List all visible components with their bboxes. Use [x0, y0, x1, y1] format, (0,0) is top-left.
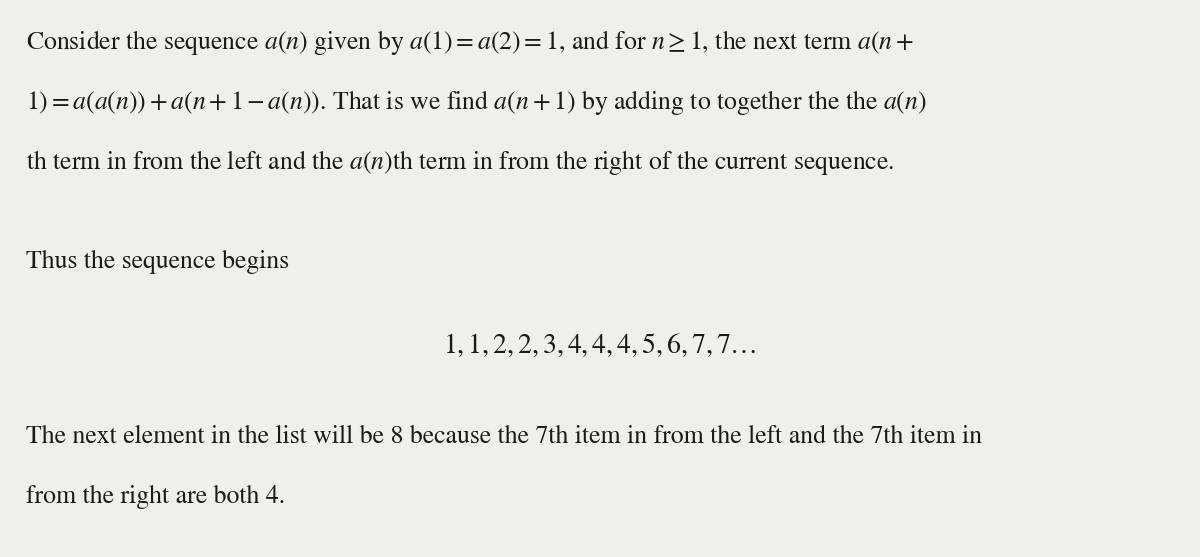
Text: $1) = a(a(n)) + a(n+1-a(n))$. That is we find $a(n + 1)$ by adding to together t: $1) = a(a(n)) + a(n+1-a(n))$. That is we… [26, 88, 928, 117]
Text: Consider the sequence $a(n)$ given by $a(1) = a(2) = 1$, and for $n \geq 1$, the: Consider the sequence $a(n)$ given by $a… [26, 28, 914, 57]
Text: th term in from the left and the $a(n)$th term in from the right of the current : th term in from the left and the $a(n)$t… [26, 148, 895, 177]
Text: from the right are both 4.: from the right are both 4. [26, 485, 286, 509]
Text: $1, 1, 2, 2, 3, 4, 4, 4, 5, 6, 7, 7\ldots$: $1, 1, 2, 2, 3, 4, 4, 4, 5, 6, 7, 7\ldot… [443, 331, 757, 359]
Text: Thus the sequence begins: Thus the sequence begins [26, 251, 289, 275]
Text: The next element in the list will be 8 because the 7th item in from the left and: The next element in the list will be 8 b… [26, 425, 983, 449]
